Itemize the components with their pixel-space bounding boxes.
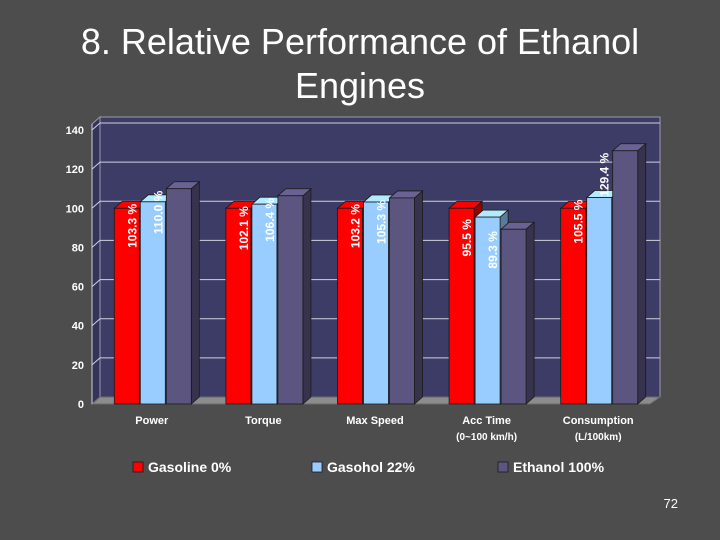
legend-swatch: [132, 461, 144, 473]
gridline: [91, 161, 660, 170]
bar-side: [302, 187, 312, 405]
bar-side: [525, 221, 535, 405]
data-label: 105.3 %: [375, 200, 389, 244]
bar-front: [277, 195, 304, 405]
y-tick-label: 120: [66, 164, 84, 176]
y-tick-label: 100: [66, 203, 84, 215]
x-category-label: Max Speed: [346, 415, 403, 427]
data-label: 106.4 %: [263, 197, 277, 241]
bar-side: [190, 180, 200, 405]
y-tick-label: 0: [78, 399, 84, 411]
bar-front: [225, 207, 252, 405]
bar-front: [560, 207, 587, 405]
bar-front: [113, 207, 140, 405]
x-category-sublabel: (0~100 km/h): [456, 432, 517, 443]
legend-label: Gasoline 0%: [148, 459, 232, 475]
data-label: 103.2 %: [349, 204, 363, 248]
bar-front: [139, 201, 166, 405]
bar-3-4: [500, 221, 536, 405]
data-label: 103.3 %: [125, 204, 139, 248]
data-label: 110.0 %: [151, 190, 165, 234]
y-tick-label: 140: [66, 125, 84, 137]
bar-front: [337, 207, 363, 405]
data-label: 129.4 %: [598, 152, 612, 196]
x-category-label: Consumption: [563, 415, 634, 427]
bar-front: [251, 203, 278, 405]
bar-front: [448, 207, 475, 405]
data-label: 95.5 %: [460, 219, 474, 257]
bar-front: [165, 188, 192, 405]
bar-front: [586, 197, 613, 405]
y-tick-label: 60: [72, 282, 84, 294]
data-label: 105.5 %: [572, 199, 586, 243]
data-label: 89.3 %: [486, 231, 500, 269]
bar-side: [414, 190, 423, 405]
y-tick-label: 40: [72, 321, 84, 333]
x-category-sublabel: (L/100km): [575, 432, 622, 443]
slide-number: 72: [663, 496, 678, 511]
bar-front: [363, 201, 389, 405]
x-category-label: Power: [135, 415, 169, 427]
legend-label: Gasohol 22%: [327, 459, 415, 475]
gridline: [91, 122, 660, 131]
legend-swatch: [497, 461, 509, 473]
y-tick-label: 80: [72, 242, 84, 254]
y-tick-label: 20: [72, 360, 84, 372]
x-category-label: Torque: [245, 415, 281, 427]
legend-swatch: [311, 461, 323, 473]
bar-front: [500, 228, 527, 405]
legend-label: Ethanol 100%: [513, 459, 605, 475]
bar-side: [637, 142, 647, 405]
bar-front: [389, 197, 415, 405]
slide-title: 8. Relative Performance of Ethanol Engin…: [80, 21, 640, 106]
bar-front: [474, 216, 501, 405]
bar-3-3: [388, 190, 424, 405]
bar-3-5: [611, 142, 647, 405]
x-category-label: Acc Time: [462, 415, 511, 427]
bar-3-1: [165, 180, 201, 405]
bar-front: [612, 150, 639, 405]
bar-3-2: [276, 187, 312, 405]
data-label: 102.1 %: [237, 206, 251, 250]
